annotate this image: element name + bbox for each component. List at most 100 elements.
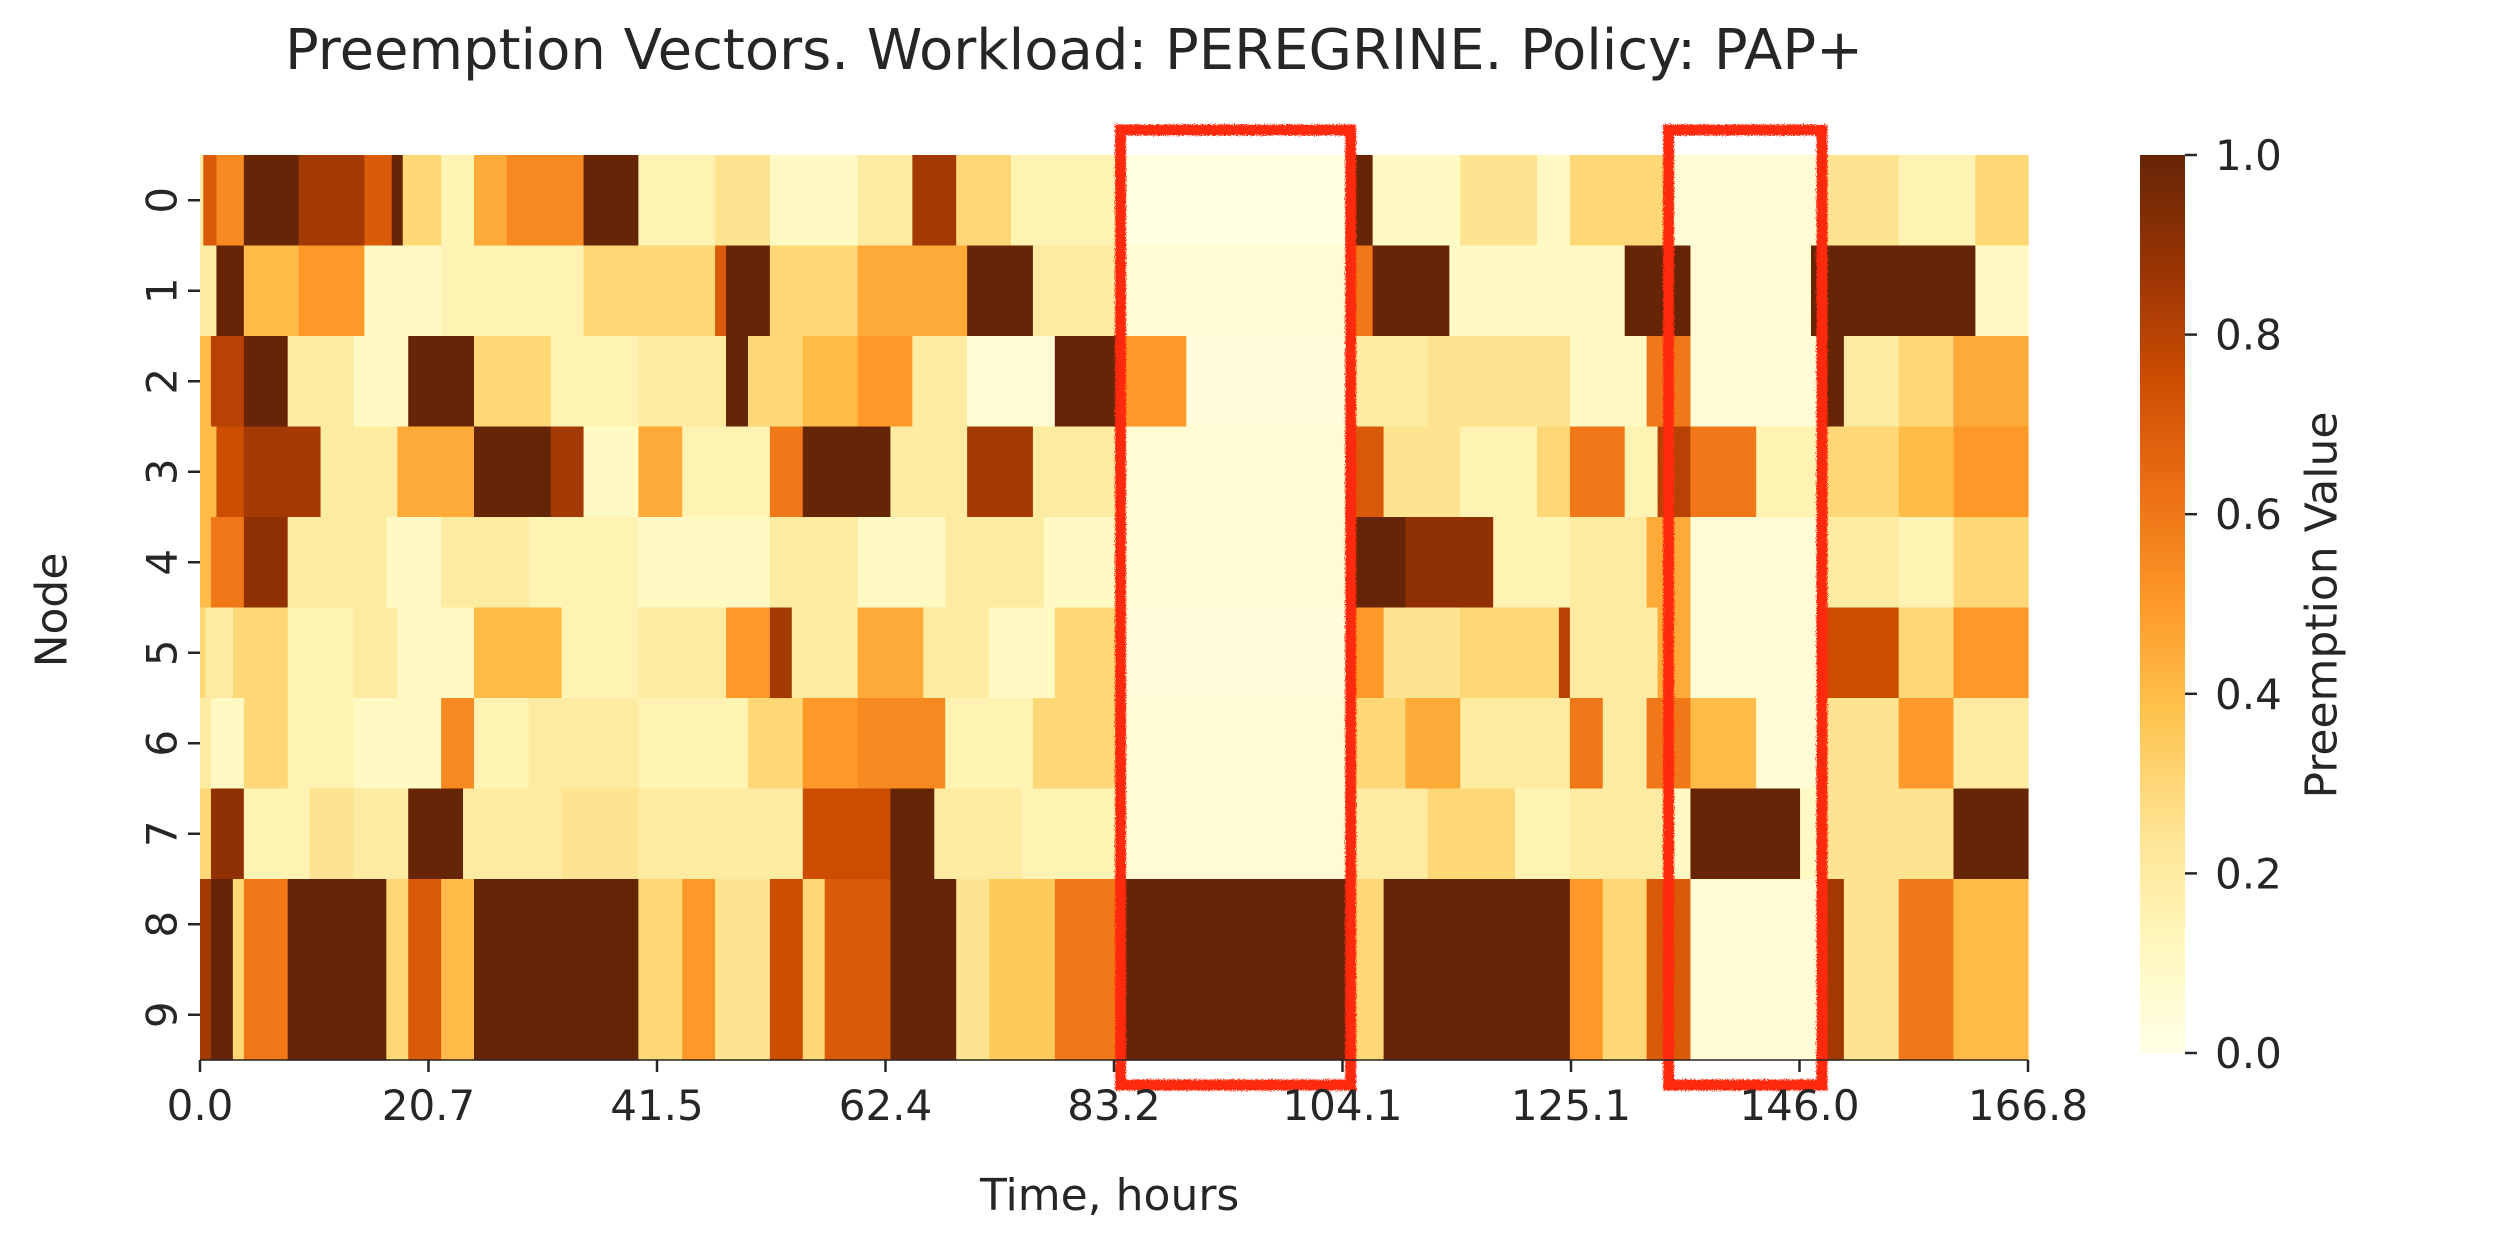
heatmap-cell <box>397 607 475 699</box>
heatmap-cell <box>1569 698 1604 790</box>
heatmap-cell <box>210 517 245 609</box>
heatmap-cell <box>857 607 924 699</box>
heatmap-cell <box>857 336 913 428</box>
heatmap-cell <box>561 788 639 880</box>
heatmap-cell <box>1953 607 2029 699</box>
heatmap-cell <box>205 607 234 699</box>
heatmap-cell <box>1843 336 1900 428</box>
heatmap-cell <box>408 879 442 971</box>
heatmap-cell <box>769 969 804 1061</box>
heatmap-cell <box>1657 426 1692 518</box>
heatmap-cell <box>956 155 1012 247</box>
heatmap-cell <box>1427 336 1571 428</box>
heatmap-cell <box>1690 607 1823 699</box>
heatmap-cell <box>287 879 387 971</box>
heatmap-cell <box>298 245 365 337</box>
heatmap-cell <box>1657 607 1692 699</box>
chart-title: Preemption Vectors. Workload: PEREGRINE.… <box>285 18 1864 83</box>
heatmap-cell <box>1756 698 1823 790</box>
heatmap-cell <box>1898 517 1955 609</box>
x-tick-label: 41.5 <box>610 1081 704 1130</box>
heatmap-cell <box>989 879 1056 971</box>
heatmap-cell <box>353 607 398 699</box>
y-tick-label: 8 <box>138 911 187 938</box>
heatmap-cell <box>890 879 957 971</box>
heatmap-cell <box>967 426 1034 518</box>
heatmap-cell <box>956 969 990 1061</box>
heatmap-cell <box>243 879 289 971</box>
heatmap-cell <box>824 879 892 971</box>
heatmap-cell <box>1821 788 1955 880</box>
heatmap-cell <box>386 969 409 1061</box>
x-tick-label: 166.8 <box>1968 1081 2088 1130</box>
heatmap-cell <box>243 426 322 518</box>
heatmap-cell <box>1602 879 1648 971</box>
x-tick-label: 104.1 <box>1282 1081 1402 1130</box>
heatmap-cell <box>1120 879 1352 971</box>
heatmap-cell <box>857 245 968 337</box>
heatmap-cell <box>397 426 475 518</box>
heatmap-cell <box>441 698 475 790</box>
heatmap-cell <box>441 879 475 971</box>
heatmap-cell <box>1602 969 1648 1061</box>
heatmap-cell <box>1690 336 1823 428</box>
heatmap-cell <box>402 155 442 247</box>
heatmap-cell <box>1569 517 1648 609</box>
heatmap-cell <box>1372 155 1461 247</box>
heatmap-cell <box>1569 155 1670 247</box>
heatmap-cell <box>769 879 804 971</box>
heatmap-cell <box>473 698 530 790</box>
heatmap-cell <box>1405 698 1461 790</box>
heatmap-cell <box>1898 336 1955 428</box>
highlight-boxes <box>1115 124 1828 1091</box>
heatmap-cell <box>216 245 245 337</box>
heatmap-cell <box>1975 245 2029 337</box>
heatmap-cell <box>216 426 245 518</box>
heatmap-cell <box>1120 155 1352 247</box>
heatmap-cell <box>200 517 212 609</box>
heatmap-cell <box>1120 969 1352 1061</box>
heatmap-cell <box>441 517 530 609</box>
heatmap-cell <box>200 879 212 971</box>
heatmap-cell <box>967 336 1056 428</box>
heatmap-cells <box>200 155 2029 1061</box>
heatmap-cell <box>561 607 639 699</box>
heatmap-cell <box>638 517 771 609</box>
heatmap-cell <box>1043 517 1122 609</box>
heatmap-cell <box>1460 155 1538 247</box>
heatmap-cell <box>857 698 946 790</box>
heatmap-cell <box>243 698 289 790</box>
heatmap-cell <box>1350 245 1374 337</box>
heatmap-cell <box>934 788 1023 880</box>
heatmap-cell <box>1690 969 1823 1061</box>
heatmap-cell <box>287 517 387 609</box>
heatmap-cell <box>824 969 892 1061</box>
heatmap-cell <box>791 607 859 699</box>
colorbar-label: Preemption Value <box>2296 411 2348 799</box>
heatmap-cell <box>1690 788 1801 880</box>
colorbar-tick-label: 0.2 <box>2215 849 2282 898</box>
heatmap-cell <box>320 426 398 518</box>
heatmap-cell <box>638 788 804 880</box>
heatmap-cell <box>391 155 404 247</box>
heatmap-cell <box>583 426 639 518</box>
heatmap-cell <box>232 969 245 1061</box>
heatmap-cell <box>1602 698 1648 790</box>
colorbar-tick-label: 0.4 <box>2215 670 2282 719</box>
heatmap-cell <box>1756 426 1823 518</box>
heatmap-cell <box>1953 788 2029 880</box>
heatmap-cell <box>1821 517 1900 609</box>
heatmap-cell <box>353 788 409 880</box>
heatmap-cell <box>638 879 683 971</box>
y-axis: 0 1 2 3 4 5 6 7 8 9 <box>138 187 200 1028</box>
heatmap-cell <box>243 969 289 1061</box>
heatmap-cell <box>1569 336 1648 428</box>
heatmap-cell <box>715 879 771 971</box>
heatmap-cell <box>1350 969 1385 1061</box>
heatmap-cell <box>473 607 563 699</box>
heatmap-cell <box>473 336 552 428</box>
heatmap-cell <box>1569 426 1626 518</box>
heatmap-cell <box>638 698 749 790</box>
heatmap-cell <box>1898 698 1955 790</box>
heatmap-cell <box>802 698 859 790</box>
